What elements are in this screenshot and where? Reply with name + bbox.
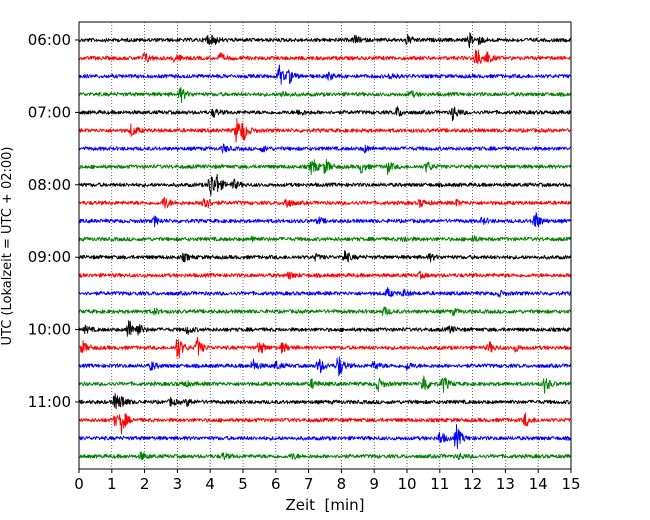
x-tick-label: 10 [397, 475, 416, 493]
x-tick-label: 7 [304, 475, 314, 493]
trace-0830 [78, 212, 572, 228]
y-tick-label: 07:00 [28, 103, 71, 121]
x-tick-label: 13 [496, 475, 515, 493]
trace-0715 [78, 117, 572, 143]
x-tick-label: 12 [463, 475, 482, 493]
trace-0630 [78, 64, 572, 85]
x-axis-ticks: 0 1 2 3 4 5 6 7 8 9 10 11 12 13 14 15 [74, 469, 581, 493]
x-tick-label: 5 [238, 475, 248, 493]
y-tick-label: 09:00 [28, 248, 71, 266]
trace-0815 [78, 197, 572, 209]
trace-0615 [78, 49, 572, 65]
trace-1000 [78, 320, 572, 337]
x-tick-label: 1 [107, 475, 117, 493]
y-tick-label: 11:00 [28, 393, 71, 411]
x-axis-label: Zeit [min] [285, 496, 364, 514]
trace-1130 [78, 424, 572, 450]
grid-lines [111, 22, 539, 469]
trace-1030 [78, 356, 572, 377]
trace-1015 [78, 336, 572, 359]
trace-0645 [78, 86, 572, 103]
trace-0800 [78, 173, 572, 196]
x-tick-label: 4 [205, 475, 215, 493]
x-tick-label: 8 [337, 475, 347, 493]
trace-0900 [78, 250, 572, 263]
y-axis-ticks: 06:00 07:00 08:00 09:00 10:00 11:00 [28, 31, 79, 411]
trace-0730 [78, 143, 572, 154]
trace-0745 [78, 158, 572, 176]
trace-0700 [78, 106, 572, 122]
x-tick-label: 3 [173, 475, 183, 493]
trace-0600 [78, 32, 572, 49]
y-axis-label: UTC (Lokalzeit = UTC + 02:00) [0, 147, 15, 346]
x-tick-label: 6 [271, 475, 281, 493]
x-tick-label: 0 [74, 475, 84, 493]
y-tick-label: 06:00 [28, 31, 71, 49]
x-tick-label: 2 [140, 475, 150, 493]
x-tick-label: 9 [369, 475, 379, 493]
axes-frame [78, 21, 572, 470]
trace-0930 [78, 287, 572, 298]
trace-0845 [78, 235, 572, 243]
trace-0915 [78, 270, 572, 280]
trace-1100 [78, 393, 572, 410]
x-tick-label: 15 [561, 475, 580, 493]
trace-1045 [78, 375, 572, 394]
y-tick-label: 10:00 [28, 321, 71, 339]
trace-1145 [78, 451, 572, 461]
x-tick-label: 14 [529, 475, 548, 493]
trace-0945 [78, 306, 572, 317]
seismic-traces [78, 32, 572, 461]
trace-1115 [78, 412, 572, 435]
x-tick-label: 11 [430, 475, 449, 493]
y-tick-label: 08:00 [28, 176, 71, 194]
